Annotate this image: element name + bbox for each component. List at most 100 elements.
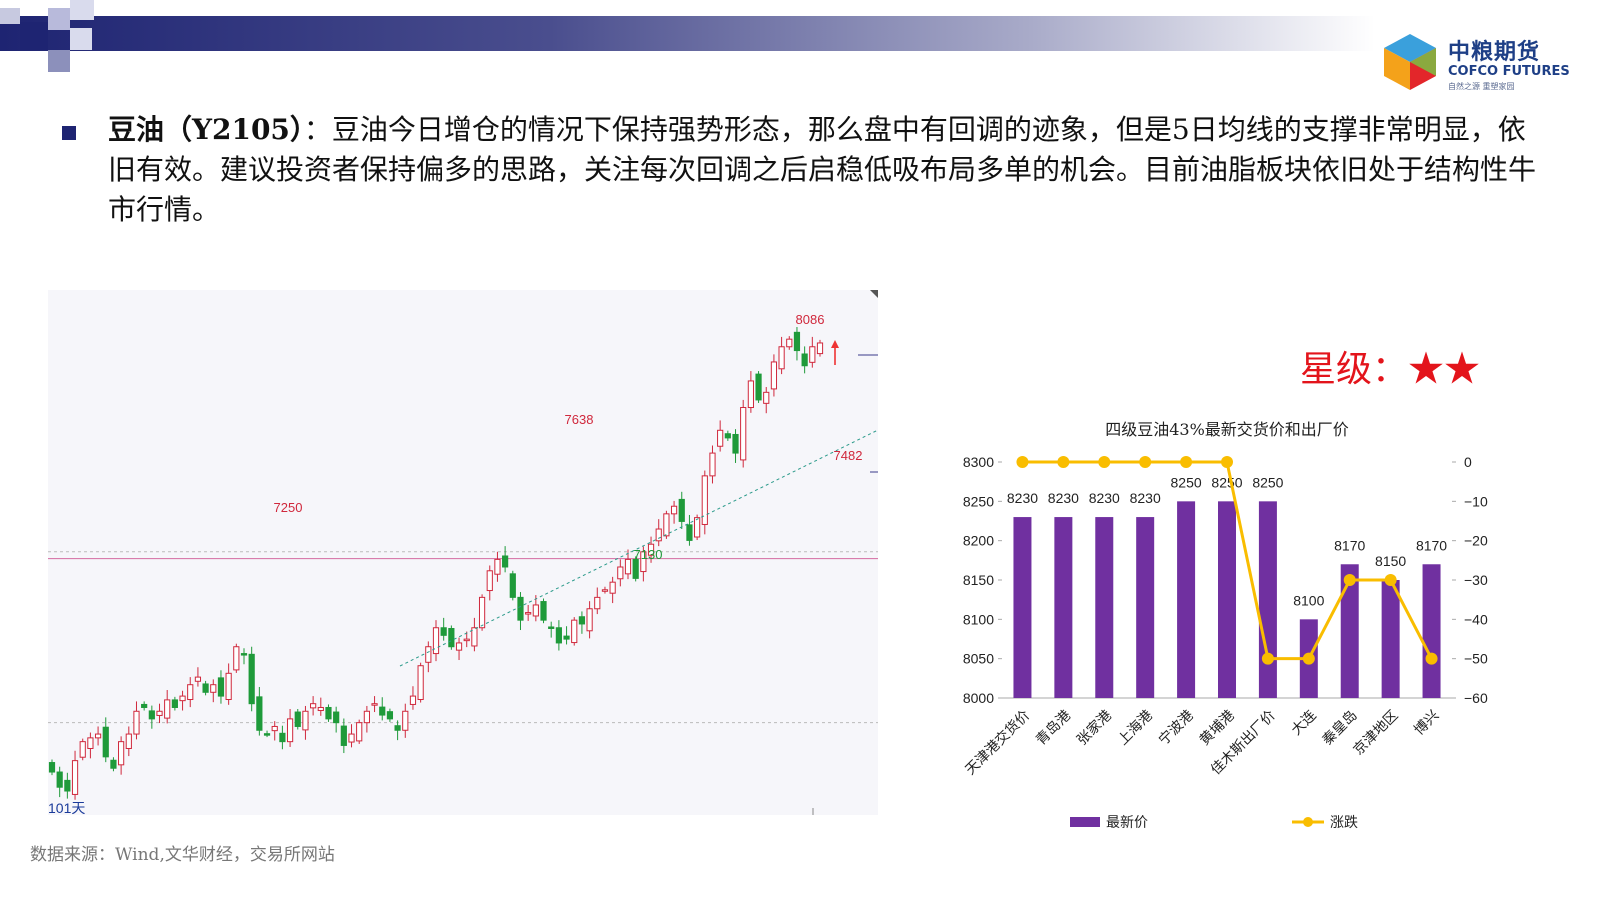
legend-label: 最新价: [1106, 815, 1148, 831]
candle: [379, 706, 386, 716]
candle: [632, 558, 639, 579]
bar-data-label: 8230: [1048, 490, 1079, 506]
price-bar: [1177, 501, 1196, 698]
candle: [194, 676, 202, 682]
candle: [171, 699, 178, 708]
candle: [448, 628, 455, 648]
bar-data-label: 8230: [1130, 490, 1161, 506]
candle: [202, 683, 209, 693]
candle: [463, 638, 470, 642]
candle: [425, 646, 432, 663]
candle: [141, 703, 148, 708]
candle: [509, 573, 516, 598]
candle: [210, 684, 217, 693]
bar-data-label: 8170: [1416, 537, 1447, 553]
price-bar-chart: 四级豆油43%最新交货价和出厂价 8000 8050 8100 8150 8200 8250…: [962, 420, 1488, 831]
candle: [48, 762, 56, 773]
candle: [363, 710, 370, 724]
candle: [102, 726, 109, 758]
candle: [555, 627, 562, 644]
bar-data-label: 8170: [1334, 537, 1365, 553]
rating-label: 星级：: [1300, 349, 1409, 390]
left-axis-tick-label: 8050: [963, 651, 994, 667]
paragraph-body: ：豆油今日增仓的情况下保持强势形态，那么盘中有回调的迹象，但是5日均线的支撑非常…: [108, 113, 1537, 226]
analysis-paragraph: 豆油（Y2105）：豆油今日增仓的情况下保持强势形态，那么盘中有回调的迹象，但是…: [108, 110, 1548, 230]
candle: [709, 452, 716, 477]
candle: [517, 596, 524, 621]
category-label: 上海港: [1115, 708, 1156, 749]
candle: [417, 665, 424, 701]
candle: [256, 696, 263, 731]
candle: [594, 596, 601, 610]
legend-swatch-point: [1303, 817, 1313, 827]
candle: [286, 718, 294, 743]
header-banner: [0, 16, 1375, 51]
right-axis-tick-label: −30: [1464, 572, 1488, 588]
left-axis-tick-label: 8000: [963, 690, 994, 706]
header-square: [70, 0, 94, 20]
price-annotation: 7482: [834, 448, 863, 463]
candle: [302, 710, 309, 731]
price-bar: [1381, 580, 1400, 698]
candle: [279, 732, 286, 743]
logo-chinese-name: 中粮期货: [1448, 40, 1541, 65]
candle: [225, 672, 232, 701]
category-label: 博兴: [1411, 707, 1443, 739]
price-annotation: 7250: [274, 500, 303, 515]
change-point: [1057, 456, 1070, 468]
candle: [778, 346, 785, 370]
change-point: [1016, 456, 1029, 468]
price-bar: [1136, 517, 1155, 698]
left-axis-tick-label: 8300: [963, 454, 994, 470]
left-axis-tick-label: 8150: [963, 572, 994, 588]
candle: [333, 711, 340, 724]
candle: [525, 612, 532, 615]
candle: [686, 524, 693, 541]
up-arrow-icon: [831, 340, 839, 348]
candle: [770, 361, 778, 390]
candle: [809, 346, 816, 363]
header-square: [20, 22, 48, 50]
candle: [240, 653, 248, 656]
bar-data-label: 8250: [1211, 474, 1242, 490]
candle: [816, 342, 824, 355]
candle: [763, 391, 770, 404]
left-axis-tick-label: 8200: [963, 533, 994, 549]
candle: [801, 353, 808, 367]
price-bar: [1095, 517, 1114, 698]
bar-data-label: 8250: [1171, 474, 1202, 490]
candle: [701, 475, 708, 525]
left-axis-tick-label: 8100: [963, 611, 994, 627]
candle: [217, 677, 225, 697]
legend-label: 涨跌: [1330, 815, 1358, 831]
change-point: [1261, 652, 1274, 665]
corner-marker-icon: [870, 290, 878, 298]
candle: [271, 725, 278, 732]
candle: [409, 695, 417, 705]
candle: [317, 706, 324, 712]
candle: [356, 722, 363, 742]
candle: [340, 725, 347, 746]
bar-data-label: 8250: [1252, 474, 1283, 490]
candle: [394, 725, 401, 731]
legend-swatch-bar: [1070, 817, 1100, 827]
candle: [94, 733, 102, 739]
candle: [655, 528, 662, 542]
candle: [118, 741, 125, 766]
candle: [56, 771, 63, 788]
bar-data-label: 8150: [1375, 553, 1406, 569]
change-point: [1425, 652, 1438, 665]
candle: [478, 596, 486, 629]
right-axis-tick-label: 0: [1464, 454, 1472, 470]
change-point: [1343, 574, 1356, 586]
right-axis-tick-label: −10: [1464, 493, 1488, 509]
candle: [187, 684, 194, 701]
candle: [310, 703, 317, 709]
bar-data-label: 8230: [1007, 490, 1038, 506]
candle: [348, 733, 355, 743]
candle: [624, 558, 632, 575]
right-axis-tick-label: −60: [1464, 690, 1488, 706]
category-label: 青岛港: [1033, 708, 1074, 749]
candle: [732, 433, 739, 454]
candle: [133, 710, 140, 735]
